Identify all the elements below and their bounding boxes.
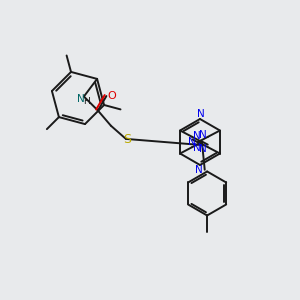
Text: H: H (83, 97, 90, 106)
Text: N: N (195, 165, 203, 175)
Text: O: O (107, 91, 116, 101)
Text: S: S (123, 134, 131, 146)
Text: N: N (188, 137, 196, 147)
Text: N: N (199, 130, 207, 140)
Text: N: N (77, 94, 85, 103)
Text: N: N (193, 131, 201, 141)
Text: N: N (193, 143, 201, 153)
Text: N: N (199, 144, 207, 154)
Text: N: N (197, 109, 205, 119)
